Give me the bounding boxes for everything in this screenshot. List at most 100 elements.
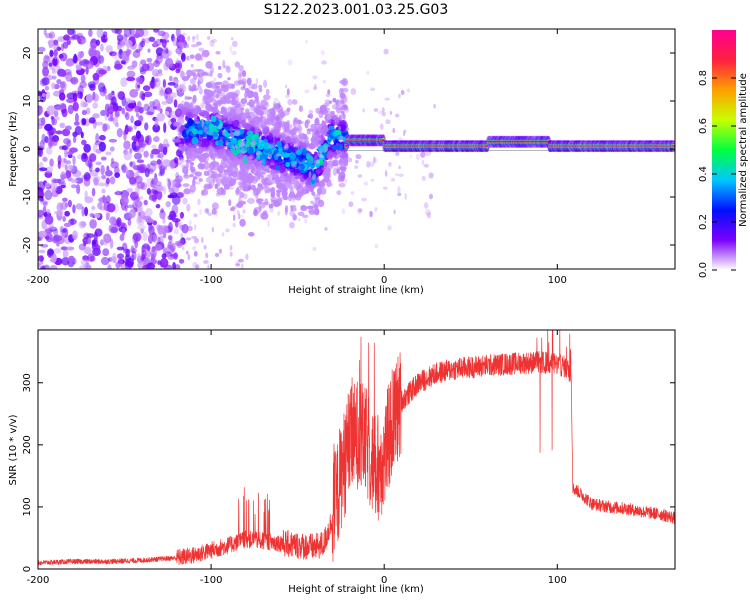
heatmap-cell xyxy=(88,48,95,57)
heatmap-cell xyxy=(112,252,117,261)
heatmap-cell xyxy=(99,43,104,52)
heatmap-cell xyxy=(339,158,343,163)
heatmap-cell xyxy=(167,178,172,190)
heatmap-cell xyxy=(281,135,287,141)
heatmap-cell xyxy=(145,111,154,116)
heatmap-cell xyxy=(308,211,316,216)
heatmap-cell xyxy=(298,134,302,140)
heatmap-cell xyxy=(325,107,331,112)
heatmap-cell xyxy=(154,77,161,88)
colorbar-gradient xyxy=(712,30,736,270)
heatmap-cell xyxy=(295,149,302,155)
heatmap-cell xyxy=(304,218,308,224)
heatmap-cell xyxy=(47,249,54,256)
heatmap-cell xyxy=(57,209,64,217)
heatmap-cell xyxy=(315,169,321,175)
y-tick-label: 0 xyxy=(22,566,33,572)
heatmap-cell xyxy=(342,113,346,120)
heatmap-cell xyxy=(181,223,189,234)
heatmap-cell xyxy=(222,94,228,101)
heatmap-cell xyxy=(196,140,202,146)
heatmap-cell xyxy=(295,158,298,166)
heatmap-cell xyxy=(415,153,420,161)
heatmap-cell xyxy=(358,208,363,213)
heatmap-cell xyxy=(181,43,186,48)
heatmap-cell xyxy=(127,102,137,109)
heatmap-cell xyxy=(357,208,362,215)
heatmap-cell xyxy=(207,36,211,40)
heatmap-cell xyxy=(143,103,150,112)
heatmap-cell xyxy=(237,181,243,186)
heatmap-cell xyxy=(312,75,318,80)
heatmap-cell xyxy=(317,145,326,153)
heatmap-cell xyxy=(144,135,150,144)
heatmap-cell xyxy=(370,178,375,182)
heatmap-cell xyxy=(211,202,219,210)
heatmap-cell xyxy=(208,123,215,131)
heatmap-cell xyxy=(44,182,51,188)
heatmap-cell xyxy=(186,56,192,61)
heatmap-cell xyxy=(196,120,203,128)
heatmap-cell xyxy=(214,252,220,258)
heatmap-cell xyxy=(77,91,83,99)
heatmap-cell xyxy=(174,264,181,269)
heatmap-cell xyxy=(225,185,230,190)
heatmap-cell xyxy=(323,102,330,107)
heatmap-cell xyxy=(53,116,60,121)
heatmap-cell xyxy=(164,57,174,68)
heatmap-y-label: Frequency (Hz) xyxy=(8,111,19,187)
heatmap-cell xyxy=(241,112,250,119)
heatmap-cell xyxy=(46,209,51,215)
heatmap-cell xyxy=(41,77,50,86)
heatmap-cell xyxy=(236,202,244,209)
heatmap-cell xyxy=(238,258,244,263)
heatmap-cell xyxy=(60,69,67,78)
heatmap-cell xyxy=(237,215,240,220)
heatmap-cell xyxy=(232,167,236,172)
y-tick-label: 10 xyxy=(22,95,33,108)
heatmap-cell xyxy=(92,143,98,153)
heatmap-cell xyxy=(209,39,215,47)
heatmap-cell xyxy=(148,36,156,42)
heatmap-cell xyxy=(176,191,185,199)
heatmap-cell xyxy=(103,233,112,244)
heatmap-cell xyxy=(250,121,255,126)
heatmap-cell xyxy=(425,209,431,216)
heatmap-cell xyxy=(126,76,136,82)
heatmap-cell xyxy=(310,123,318,129)
heatmap-cell xyxy=(135,185,140,196)
heatmap-cell xyxy=(206,211,210,216)
heatmap-cell xyxy=(144,167,150,178)
heatmap-cell xyxy=(258,84,263,90)
heatmap-cell xyxy=(98,55,105,64)
heatmap-cell xyxy=(202,147,207,152)
heatmap-cell xyxy=(338,126,341,131)
heatmap-cell xyxy=(93,49,101,58)
heatmap-cell xyxy=(315,117,320,126)
heatmap-cell xyxy=(270,194,273,201)
heatmap-cell xyxy=(72,204,76,214)
heatmap-cell xyxy=(187,35,191,41)
heatmap-cell xyxy=(148,225,155,236)
heatmap-cell xyxy=(134,152,143,160)
heatmap-cell xyxy=(323,174,330,183)
heatmap-cell xyxy=(161,100,168,105)
heatmap-cell xyxy=(385,119,391,125)
heatmap-cell xyxy=(301,214,309,219)
heatmap-cell xyxy=(323,145,329,153)
heatmap-cell xyxy=(254,207,258,214)
heatmap-cell xyxy=(52,186,56,197)
heatmap-cell xyxy=(170,117,177,124)
heatmap-cell xyxy=(314,207,320,216)
heatmap-cell xyxy=(229,132,235,138)
heatmap-cell xyxy=(123,140,131,150)
heatmap-cell xyxy=(42,60,49,69)
heatmap-cell xyxy=(205,149,211,156)
heatmap-cell xyxy=(350,191,354,195)
heatmap-cell xyxy=(38,181,46,192)
heatmap-cell xyxy=(308,171,312,178)
heatmap-cell xyxy=(235,190,242,194)
heatmap-cell xyxy=(102,248,110,257)
heatmap-cell xyxy=(277,121,283,129)
heatmap-cell xyxy=(338,182,346,188)
